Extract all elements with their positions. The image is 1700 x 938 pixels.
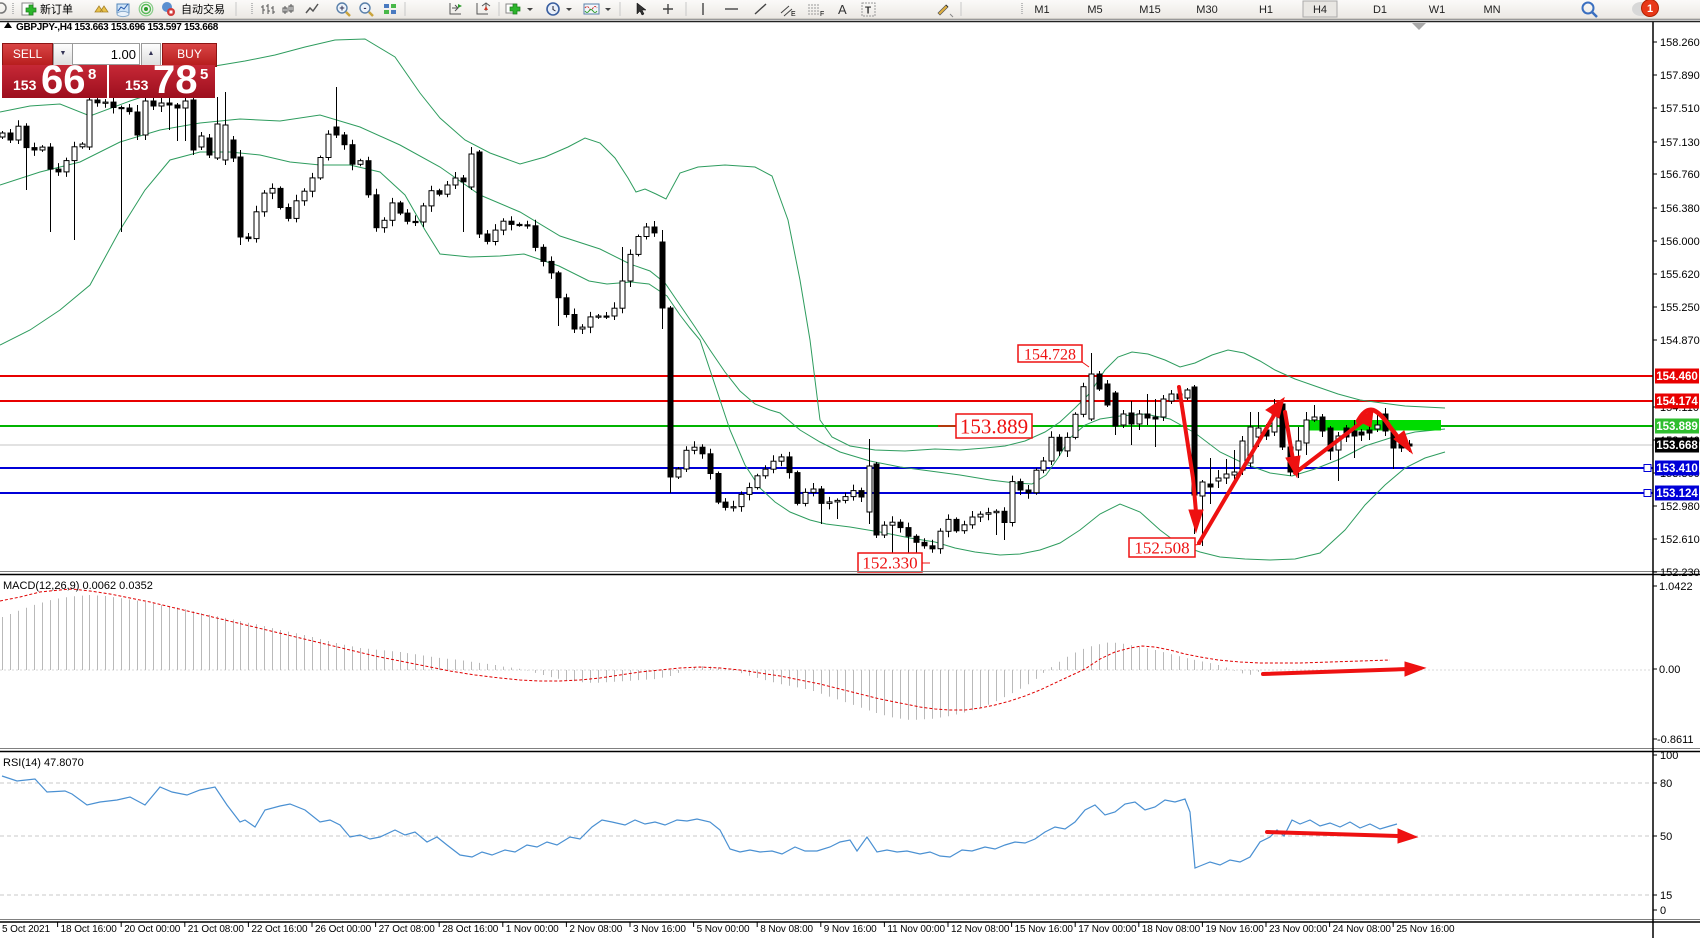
svg-text:A: A [838, 2, 847, 17]
svg-text:154.728: 154.728 [1024, 346, 1076, 363]
svg-text:50: 50 [1660, 831, 1672, 843]
svg-text:5 Oct 2021: 5 Oct 2021 [2, 924, 50, 935]
svg-text:新订单: 新订单 [40, 2, 73, 16]
svg-text:152.330: 152.330 [862, 554, 917, 573]
svg-text:26 Oct 00:00: 26 Oct 00:00 [315, 924, 372, 935]
svg-text:80: 80 [1660, 778, 1672, 790]
svg-text:155.250: 155.250 [1660, 302, 1700, 314]
svg-text:155.620: 155.620 [1660, 269, 1700, 281]
svg-text:2 Nov 08:00: 2 Nov 08:00 [569, 924, 622, 935]
svg-text:152.610: 152.610 [1660, 534, 1700, 546]
svg-text:5 Nov 00:00: 5 Nov 00:00 [697, 924, 750, 935]
svg-text:8 Nov 08:00: 8 Nov 08:00 [760, 924, 813, 935]
svg-text:22 Oct 16:00: 22 Oct 16:00 [251, 924, 308, 935]
svg-text:M1: M1 [1034, 4, 1049, 16]
svg-text:157.890: 157.890 [1660, 70, 1700, 82]
svg-text:154.870: 154.870 [1660, 335, 1700, 347]
svg-text:157.130: 157.130 [1660, 137, 1700, 149]
svg-text:19 Nov 16:00: 19 Nov 16:00 [1205, 924, 1264, 935]
svg-text:21 Oct 08:00: 21 Oct 08:00 [188, 924, 245, 935]
svg-text:25 Nov 16:00: 25 Nov 16:00 [1396, 924, 1455, 935]
svg-text:158.260: 158.260 [1660, 37, 1700, 49]
svg-text:0.00: 0.00 [1659, 664, 1680, 676]
svg-text:11 Nov 00:00: 11 Nov 00:00 [887, 924, 945, 935]
svg-text:MACD(12,26,9) 0.0062 0.0352: MACD(12,26,9) 0.0062 0.0352 [3, 580, 153, 592]
svg-text:F: F [820, 11, 824, 18]
svg-text:152.508: 152.508 [1134, 539, 1189, 558]
svg-text:153.410: 153.410 [1656, 463, 1698, 475]
svg-text:28 Oct 16:00: 28 Oct 16:00 [442, 924, 499, 935]
svg-text:154.174: 154.174 [1656, 396, 1698, 408]
svg-text:156.760: 156.760 [1660, 169, 1700, 181]
svg-text:1: 1 [1647, 3, 1653, 15]
svg-text:1 Nov 00:00: 1 Nov 00:00 [506, 924, 559, 935]
svg-text:自动交易: 自动交易 [181, 2, 225, 16]
svg-text:E: E [791, 11, 796, 18]
svg-text:156.380: 156.380 [1660, 203, 1700, 215]
svg-text:9 Nov 16:00: 9 Nov 16:00 [824, 924, 877, 935]
svg-text:153.668: 153.668 [1656, 440, 1698, 452]
svg-text:GBPJPY-,H4 153.663 153.696 15: GBPJPY-,H4 153.663 153.696 153.597 153.6… [16, 22, 219, 33]
svg-text:3 Nov 16:00: 3 Nov 16:00 [633, 924, 686, 935]
svg-text:0: 0 [1660, 905, 1666, 917]
svg-text:M5: M5 [1087, 4, 1102, 16]
svg-text:18 Nov 08:00: 18 Nov 08:00 [1142, 924, 1201, 935]
svg-text:M30: M30 [1196, 4, 1217, 16]
svg-text:15 Nov 16:00: 15 Nov 16:00 [1015, 924, 1074, 935]
svg-text:20 Oct 00:00: 20 Oct 00:00 [124, 924, 181, 935]
svg-text:153.124: 153.124 [1656, 488, 1698, 500]
svg-text:152.230: 152.230 [1660, 567, 1700, 579]
svg-text:M15: M15 [1139, 4, 1160, 16]
svg-text:15: 15 [1660, 890, 1672, 902]
svg-text:17 Nov 00:00: 17 Nov 00:00 [1078, 924, 1137, 935]
svg-text:T: T [865, 6, 871, 17]
svg-text:H4: H4 [1313, 4, 1327, 16]
svg-text:23 Nov 00:00: 23 Nov 00:00 [1269, 924, 1328, 935]
svg-text:153.889: 153.889 [960, 415, 1028, 439]
svg-text:156.000: 156.000 [1660, 236, 1700, 248]
svg-text:D1: D1 [1373, 4, 1387, 16]
svg-text:100: 100 [1660, 750, 1678, 762]
svg-text:+: + [339, 3, 344, 13]
svg-text:-: - [364, 3, 367, 13]
svg-text:W1: W1 [1429, 4, 1446, 16]
svg-text:MN: MN [1483, 4, 1500, 16]
svg-text:153.889: 153.889 [1656, 421, 1698, 433]
svg-text:RSI(14) 47.8070: RSI(14) 47.8070 [3, 757, 84, 769]
svg-text:12 Nov 08:00: 12 Nov 08:00 [951, 924, 1010, 935]
svg-text:1.0422: 1.0422 [1659, 581, 1693, 593]
svg-text:152.980: 152.980 [1660, 501, 1700, 513]
svg-text:18 Oct 16:00: 18 Oct 16:00 [61, 924, 118, 935]
svg-text:157.510: 157.510 [1660, 103, 1700, 115]
svg-text:H1: H1 [1259, 4, 1273, 16]
svg-text:154.460: 154.460 [1656, 371, 1698, 383]
svg-text:27 Oct 08:00: 27 Oct 08:00 [379, 924, 436, 935]
svg-text:-0.8611: -0.8611 [1657, 734, 1694, 746]
svg-text:24 Nov 08:00: 24 Nov 08:00 [1333, 924, 1392, 935]
